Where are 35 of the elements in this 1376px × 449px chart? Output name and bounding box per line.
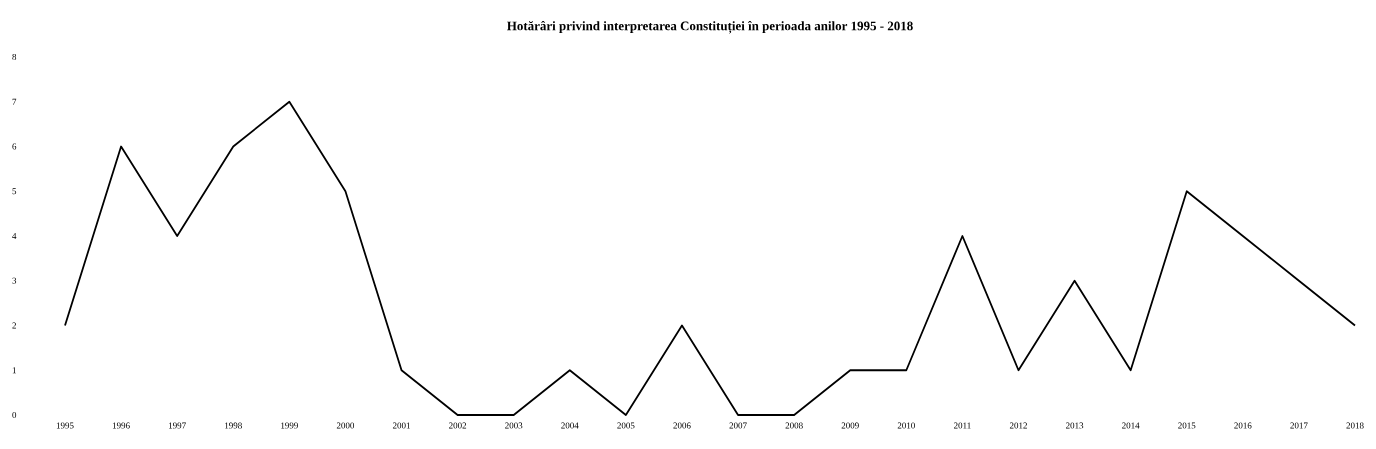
x-tick-label: 2007 — [729, 422, 747, 429]
y-tick-label: 6 — [12, 143, 17, 150]
y-tick-label: 0 — [12, 411, 17, 419]
y-tick-label: 8 — [12, 53, 17, 61]
x-tick-label: 2010 — [897, 422, 915, 429]
line-series — [64, 100, 1356, 416]
x-tick-label: 2001 — [392, 422, 410, 429]
x-tick-label: 2002 — [449, 422, 467, 429]
x-tick-label: 2006 — [673, 422, 691, 429]
y-tick-label: 7 — [12, 98, 17, 105]
y-tick-label: 1 — [12, 367, 16, 374]
x-tick-label: 2005 — [617, 422, 635, 429]
y-tick-label: 4 — [12, 233, 17, 239]
y-tick-label: 2 — [12, 322, 16, 329]
x-tick-label: 2003 — [505, 422, 523, 429]
x-tick-label: 2013 — [1066, 422, 1084, 429]
x-tick-label: 2014 — [1122, 422, 1140, 429]
x-tick-label: 2012 — [1009, 422, 1027, 429]
x-tick-label: 2004 — [561, 422, 579, 429]
x-tick-label: 2009 — [841, 422, 859, 429]
x-tick-label: 2017 — [1290, 422, 1308, 429]
x-tick-label: 1997 — [168, 422, 186, 429]
y-tick-label: 5 — [12, 188, 17, 195]
x-tick-label: 2016 — [1234, 422, 1252, 429]
x-tick-label: 2000 — [336, 422, 355, 429]
x-tick-label: 1995 — [56, 422, 74, 429]
x-tick-label: 1998 — [225, 422, 242, 429]
x-tick-label: 2015 — [1178, 422, 1196, 429]
y-tick-label: 3 — [12, 277, 17, 284]
x-tick-label: 2011 — [953, 422, 971, 429]
x-tick-label: 2018 — [1346, 422, 1364, 429]
x-tick-label: 1999 — [281, 422, 298, 429]
x-tick-label: 1996 — [112, 422, 130, 429]
chart-title: Hotărâri privind interpretarea Constituției în perioada anilor 1995 - 2018 — [507, 21, 913, 34]
x-tick-label: 2008 — [785, 422, 803, 429]
